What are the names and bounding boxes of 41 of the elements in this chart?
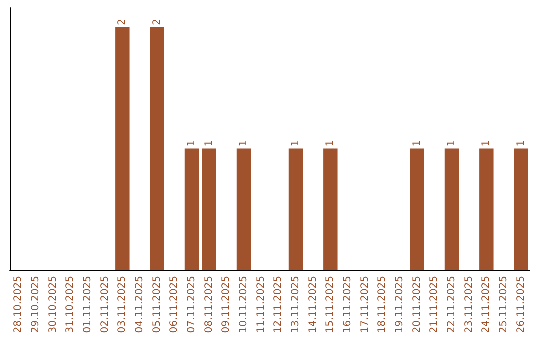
- x-tick-label: 05.11.2025: [152, 276, 163, 334]
- x-tick-label: 11.11.2025: [256, 276, 267, 334]
- data-label: 1: [238, 140, 250, 147]
- data-label: 1: [290, 140, 302, 147]
- x-tick-label: 04.11.2025: [134, 276, 146, 334]
- data-label: 2: [152, 19, 163, 26]
- x-tick-label: 08.11.2025: [204, 276, 215, 334]
- x-tick-label: 24.11.2025: [481, 276, 492, 334]
- data-label: 1: [516, 140, 527, 147]
- x-tick-label: 15.11.2025: [325, 276, 336, 334]
- data-label: 1: [325, 140, 336, 147]
- x-tick-label: 01.11.2025: [82, 276, 94, 334]
- x-tick-label: 10.11.2025: [238, 276, 250, 334]
- x-tick-label: 12.11.2025: [273, 276, 284, 334]
- x-tick-label: 21.11.2025: [429, 276, 440, 334]
- x-tick-label: 22.11.2025: [446, 276, 458, 334]
- x-tick-label: 16.11.2025: [342, 276, 354, 334]
- x-tick-label: 02.11.2025: [100, 276, 111, 334]
- x-tick-label: 28.10.2025: [13, 276, 24, 334]
- x-tick-label: 23.11.2025: [464, 276, 475, 334]
- x-tick-label: 20.11.2025: [412, 276, 423, 334]
- x-tick-label: 25.11.2025: [498, 276, 510, 334]
- data-label: 1: [204, 140, 215, 147]
- x-tick-label: 07.11.2025: [186, 276, 198, 334]
- data-label: 2: [117, 19, 128, 26]
- x-tick-label: 18.11.2025: [377, 276, 388, 334]
- data-label: 1: [412, 140, 423, 147]
- x-tick-label: 29.10.2025: [30, 276, 42, 334]
- x-tick-label: 03.11.2025: [117, 276, 128, 334]
- x-tick-label: 17.11.2025: [360, 276, 371, 334]
- x-tick-label: 13.11.2025: [290, 276, 302, 334]
- x-tick-label: 30.10.2025: [48, 276, 59, 334]
- data-label: 1: [481, 140, 492, 147]
- data-label: 1: [186, 140, 198, 147]
- x-tick-label: 09.11.2025: [221, 276, 232, 334]
- x-tick-label: 26.11.2025: [516, 276, 527, 334]
- x-tick-label: 31.10.2025: [65, 276, 76, 334]
- x-tick-label: 19.11.2025: [394, 276, 406, 334]
- x-tick-label: 06.11.2025: [169, 276, 180, 334]
- data-label: 1: [446, 140, 458, 147]
- x-tick-label: 14.11.2025: [308, 276, 319, 334]
